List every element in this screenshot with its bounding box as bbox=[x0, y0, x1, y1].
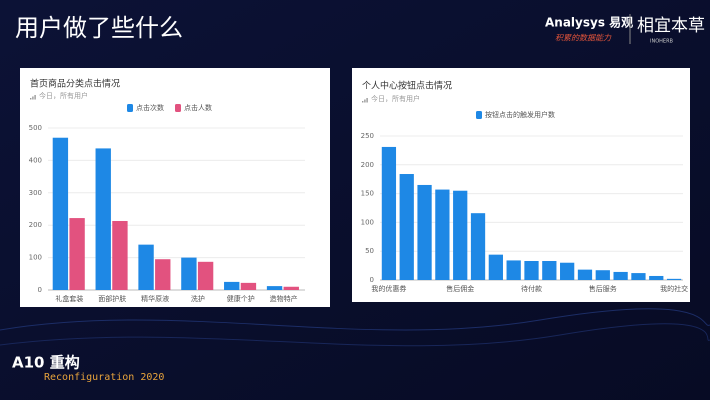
y-tick-label: 0 bbox=[38, 286, 42, 294]
y-tick-label: 200 bbox=[361, 161, 374, 169]
partner: 相宜本草 bbox=[637, 16, 705, 36]
x-tick-label: 精华原液 bbox=[141, 294, 169, 303]
bar bbox=[666, 278, 682, 280]
slide-title: 用户做了些什么 bbox=[15, 14, 183, 42]
legend-swatch bbox=[175, 104, 181, 112]
bar bbox=[595, 270, 610, 280]
bar bbox=[266, 286, 283, 290]
bar bbox=[560, 262, 575, 280]
bar bbox=[542, 260, 557, 280]
subtitle-icon bbox=[364, 99, 366, 103]
bar bbox=[470, 213, 486, 280]
x-tick-label: 洗护 bbox=[191, 294, 205, 303]
bar bbox=[69, 218, 85, 290]
y-tick-label: 0 bbox=[370, 276, 374, 284]
subtitle-icon bbox=[32, 96, 34, 100]
partner-en: INOHERB bbox=[650, 39, 674, 45]
decoration bbox=[0, 323, 710, 347]
bar bbox=[506, 260, 521, 280]
bar bbox=[155, 259, 171, 290]
bar bbox=[524, 260, 539, 280]
legend-label: 点击人数 bbox=[184, 103, 212, 112]
x-tick-label: 售后服务 bbox=[589, 284, 617, 293]
subtitle-icon bbox=[362, 101, 364, 103]
bar bbox=[577, 269, 593, 280]
legend-label: 点击次数 bbox=[136, 103, 164, 112]
chart-subtitle: 今日，所有用户 bbox=[371, 94, 420, 103]
chart-subtitle: 今日，所有用户 bbox=[39, 91, 88, 100]
y-tick-label: 100 bbox=[29, 254, 42, 262]
bar bbox=[417, 184, 432, 280]
bar bbox=[112, 220, 128, 290]
event: A10 重构 bbox=[12, 354, 80, 372]
chart-title: 个人中心按钮点击情况 bbox=[362, 80, 452, 92]
slogan: 积累的数据能力 bbox=[555, 34, 612, 43]
x-tick-label: 售后佣金 bbox=[446, 284, 474, 293]
bar bbox=[399, 174, 414, 280]
y-tick-label: 500 bbox=[29, 124, 42, 132]
bar bbox=[435, 189, 450, 280]
legend-swatch bbox=[476, 111, 482, 119]
subtitle-icon bbox=[366, 98, 368, 103]
bar bbox=[381, 146, 397, 280]
subtitle-icon bbox=[30, 98, 32, 100]
x-tick-label: 待付款 bbox=[521, 284, 542, 293]
bar bbox=[631, 273, 646, 280]
y-tick-label: 200 bbox=[29, 221, 42, 229]
x-tick-label: 礼盒套装 bbox=[55, 294, 83, 303]
brand: Analysys 易观 bbox=[545, 16, 633, 30]
event-en: Reconfiguration 2020 bbox=[44, 372, 164, 383]
x-tick-label: 面部护肤 bbox=[98, 294, 126, 303]
bar bbox=[283, 286, 299, 290]
y-tick-label: 100 bbox=[361, 218, 374, 226]
bar bbox=[181, 257, 197, 290]
bar bbox=[613, 271, 628, 280]
x-tick-label: 健康个护 bbox=[227, 294, 255, 303]
y-tick-label: 400 bbox=[29, 156, 42, 164]
legend-label: 按钮点击的触发用户数 bbox=[485, 110, 555, 119]
bar bbox=[453, 190, 468, 280]
x-tick-label: 我的优惠券 bbox=[371, 284, 406, 293]
y-tick-label: 250 bbox=[361, 132, 374, 140]
bar bbox=[224, 281, 240, 290]
x-tick-label: 我的社交 bbox=[660, 284, 688, 293]
bar bbox=[240, 282, 257, 290]
bar bbox=[52, 137, 69, 290]
bar bbox=[95, 148, 111, 290]
bar bbox=[488, 254, 503, 280]
legend-swatch bbox=[127, 104, 133, 112]
bar bbox=[197, 261, 214, 290]
y-tick-label: 150 bbox=[361, 190, 374, 198]
x-tick-label: 造物特产 bbox=[270, 294, 298, 303]
subtitle-icon bbox=[34, 95, 36, 100]
bar bbox=[649, 275, 664, 280]
chart-title: 首页商品分类点击情况 bbox=[30, 78, 120, 90]
y-tick-label: 300 bbox=[29, 189, 42, 197]
decoration bbox=[0, 308, 710, 331]
bar bbox=[138, 244, 154, 290]
y-tick-label: 50 bbox=[365, 247, 374, 255]
